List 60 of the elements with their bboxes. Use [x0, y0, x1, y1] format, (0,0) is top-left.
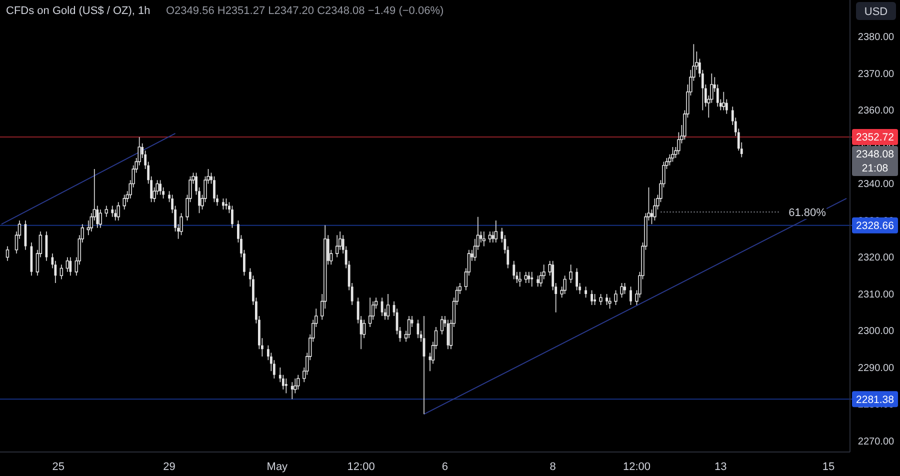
candlestick [60, 264, 64, 280]
candlestick [536, 276, 540, 287]
candlestick [530, 272, 534, 287]
candlestick [620, 282, 624, 298]
candlestick [563, 275, 566, 294]
x-tick-label: 12:00 [347, 460, 375, 473]
ref-line-label: 2281.38 [856, 394, 894, 406]
candlestick [104, 205, 108, 218]
x-tick-label: 29 [163, 460, 176, 473]
candlestick [66, 256, 70, 272]
ref-line-label: 2328.66 [856, 220, 894, 232]
x-tick-label: 12:00 [622, 460, 651, 473]
candlestick [524, 272, 528, 284]
candlestick [482, 231, 486, 247]
y-tick-label: 2270.00 [858, 436, 895, 448]
y-tick-label: 2290.00 [858, 362, 895, 374]
candlestick [98, 209, 102, 228]
candlestick [494, 220, 498, 243]
x-tick-label: 25 [52, 460, 65, 473]
candlestick [368, 297, 372, 328]
candlestick [296, 374, 300, 390]
y-tick-label: 2380.00 [858, 32, 895, 44]
candlestick [422, 316, 426, 414]
candlestick [440, 316, 444, 335]
x-tick-label: 8 [550, 460, 556, 473]
ref-line-label: 2352.72 [856, 132, 894, 144]
x-tick-label: 13 [714, 460, 727, 473]
candlestick [722, 91, 726, 111]
candlestick [653, 198, 656, 221]
y-tick-label: 2370.00 [858, 68, 895, 80]
candlestick [614, 290, 618, 306]
chart-subtitle: O2349.56 H2351.27 L2347.20 C2348.08 −1.49 (−0.06%) [166, 5, 444, 17]
y-tick-label: 2310.00 [858, 289, 895, 300]
candlestick [336, 234, 339, 258]
series-label: 61.80% [788, 206, 826, 219]
candlestick [6, 246, 10, 262]
candlestick [386, 294, 390, 320]
candlestick [407, 316, 411, 338]
candlestick [111, 206, 114, 217]
y-tick-label: 2360.00 [858, 106, 895, 117]
text: 21:08 [862, 162, 888, 175]
text: 2348.08 [856, 148, 894, 161]
candlestick [608, 297, 612, 310]
candlestick [122, 194, 126, 210]
x-tick-label: 6 [442, 460, 448, 473]
x-tick-label: 15 [822, 460, 835, 473]
candlestick [180, 212, 183, 236]
candlestick [518, 272, 522, 288]
y-axis-title: USD [864, 6, 888, 18]
candlestick [569, 264, 572, 284]
y-tick-label: 2340.00 [858, 179, 895, 190]
y-tick-label: 2300.00 [858, 326, 895, 338]
candlestick [528, 272, 530, 283]
chart-title: CFDs on Gold (US$ / OZ), 1h [6, 5, 150, 17]
candlestick [116, 202, 120, 221]
x-tick-label: May [266, 460, 288, 473]
y-tick-label: 2320.00 [858, 252, 895, 264]
candlestick [488, 231, 492, 243]
candlestick [599, 294, 602, 306]
candlestick [671, 146, 674, 162]
